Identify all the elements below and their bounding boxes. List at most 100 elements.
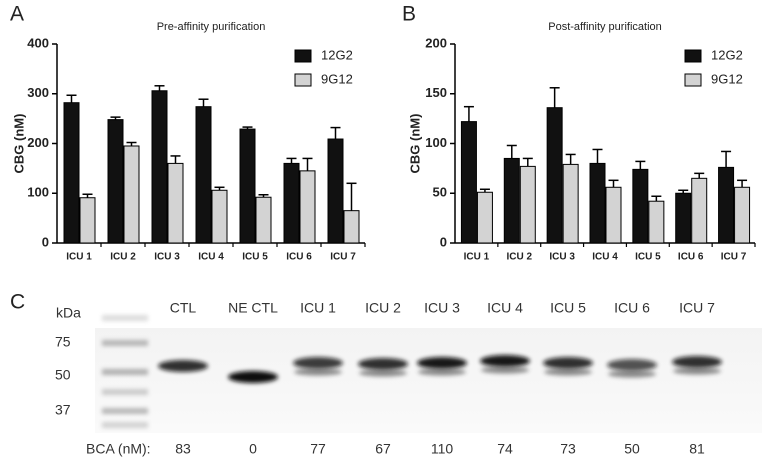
y-tick-label: 50 <box>433 185 447 200</box>
lane-label: ICU 5 <box>550 300 586 316</box>
bar <box>283 162 300 244</box>
chart-title: Post-affinity purification <box>548 21 662 33</box>
bar <box>675 192 692 244</box>
y-tick-label: 300 <box>27 85 49 100</box>
lane-label: ICU 2 <box>365 300 401 316</box>
bca-value: 83 <box>175 441 191 457</box>
y-axis-label: CBG (nM) <box>11 114 26 174</box>
ladder-band <box>102 315 148 321</box>
protein-band-lower <box>418 368 466 376</box>
bca-value: 110 <box>431 441 454 457</box>
bar <box>691 177 708 244</box>
bar <box>605 186 622 244</box>
bca-value: 73 <box>560 441 576 457</box>
x-tick-label: ICU 2 <box>507 252 533 263</box>
legend-label: 9G12 <box>711 71 743 86</box>
y-tick-label: 200 <box>27 135 49 150</box>
bar <box>123 145 140 244</box>
x-tick-label: ICU 1 <box>464 252 490 263</box>
protein-band-lower <box>359 369 407 377</box>
lane-label: ICU 1 <box>300 300 336 316</box>
bar <box>63 102 80 244</box>
y-tick-label: 150 <box>425 85 447 100</box>
bar <box>734 186 751 244</box>
bar <box>239 128 256 244</box>
protein-band <box>228 371 278 383</box>
bar <box>476 191 493 244</box>
panel-label: A <box>10 3 24 26</box>
bca-value: 67 <box>375 441 391 457</box>
protein-band <box>672 356 722 368</box>
protein-band-lower <box>673 367 721 375</box>
legend-swatch <box>294 49 312 63</box>
blot-membrane <box>95 328 762 433</box>
legend-swatch <box>684 49 702 63</box>
protein-band-lower <box>544 368 592 376</box>
x-tick-label: ICU 3 <box>154 252 180 263</box>
bca-value: 50 <box>624 441 640 457</box>
bar <box>79 197 96 244</box>
protein-band <box>480 355 530 367</box>
protein-band <box>293 357 343 369</box>
x-tick-label: ICU 7 <box>330 252 356 263</box>
protein-band-lower <box>294 368 342 376</box>
bar <box>648 200 665 244</box>
x-tick-label: ICU 5 <box>635 252 661 263</box>
unit-label: kDa <box>56 305 81 321</box>
y-tick-label: 100 <box>27 185 49 200</box>
legend-label: 12G2 <box>321 47 353 62</box>
marker-label: 37 <box>55 402 71 418</box>
legend-label: 12G2 <box>711 47 743 62</box>
bar <box>255 196 272 244</box>
x-tick-label: ICU 3 <box>549 252 575 263</box>
y-tick-label: 200 <box>425 35 447 50</box>
ladder-band <box>102 389 148 395</box>
ladder-band <box>102 422 148 428</box>
x-tick-label: ICU 7 <box>721 252 747 263</box>
x-tick-label: ICU 1 <box>66 252 92 263</box>
bca-value: 0 <box>249 441 257 457</box>
ladder-band <box>102 369 148 375</box>
bca-value: 81 <box>689 441 705 457</box>
y-tick-label: 0 <box>42 234 49 249</box>
x-tick-label: ICU 4 <box>592 252 618 263</box>
bar <box>546 107 563 244</box>
legend-swatch <box>684 73 702 87</box>
bar <box>211 189 228 244</box>
protein-band <box>158 360 208 372</box>
y-tick-label: 400 <box>27 35 49 50</box>
bar <box>519 165 536 244</box>
protein-band-lower <box>608 370 656 378</box>
chart-title: Pre-affinity purification <box>157 21 266 33</box>
y-tick-label: 0 <box>440 234 447 249</box>
bar <box>718 166 735 244</box>
lane-label: ICU 4 <box>487 300 523 316</box>
lane-label: NE CTL <box>228 300 278 316</box>
bar <box>503 157 520 244</box>
bar <box>632 168 649 244</box>
bca-value: 77 <box>310 441 326 457</box>
x-tick-label: ICU 2 <box>110 252 136 263</box>
lane-label: CTL <box>170 300 197 316</box>
y-axis-label: CBG (nM) <box>407 114 422 174</box>
bar <box>343 210 360 244</box>
bar <box>327 138 344 244</box>
protein-band <box>417 357 467 369</box>
bca-label: BCA (nM): <box>86 441 151 457</box>
legend-label: 9G12 <box>321 71 353 86</box>
protein-band-lower <box>481 366 529 374</box>
lane-label: ICU 6 <box>614 300 650 316</box>
protein-band <box>607 359 657 371</box>
panel-label: C <box>10 291 25 314</box>
bar <box>151 90 168 244</box>
x-tick-label: ICU 5 <box>242 252 268 263</box>
protein-band <box>358 358 408 370</box>
ladder-band <box>102 408 148 414</box>
legend-swatch <box>294 73 312 87</box>
lane-label: ICU 3 <box>424 300 460 316</box>
bar <box>589 162 606 244</box>
protein-band <box>543 357 593 369</box>
x-tick-label: ICU 6 <box>678 252 704 263</box>
lane-label: ICU 7 <box>679 300 715 316</box>
